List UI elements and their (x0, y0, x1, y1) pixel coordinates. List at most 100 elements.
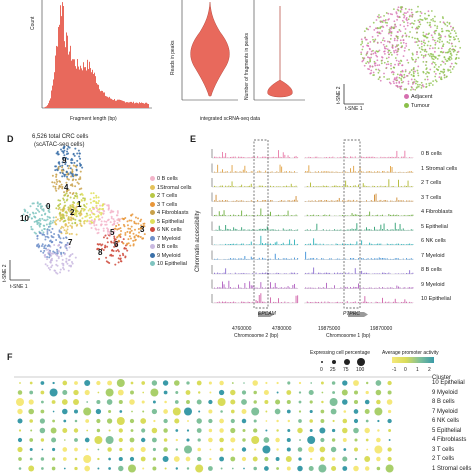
tsne-point (417, 74, 420, 77)
cluster-point (78, 152, 81, 155)
peak (273, 301, 275, 303)
tick-left-1: 4760000 (232, 326, 252, 332)
tsne-point (424, 64, 427, 66)
promoter-dot (163, 390, 168, 395)
peak (356, 200, 358, 202)
peak (214, 156, 215, 158)
peak (410, 186, 412, 187)
tsne-point (363, 64, 366, 67)
legend-item: 3 T cells (150, 202, 177, 208)
promoter-dot (116, 417, 125, 425)
peak (412, 200, 414, 202)
cluster-point (74, 173, 77, 176)
peak (359, 286, 361, 289)
tsne-point (396, 73, 399, 76)
adjacent-label: Adjacent (411, 94, 433, 100)
peak (346, 301, 348, 303)
peak (292, 285, 294, 289)
peak (226, 186, 228, 187)
histogram-bar (104, 92, 105, 108)
peak (346, 273, 348, 274)
peak (279, 258, 281, 260)
cluster-point (89, 213, 92, 216)
histogram-bar (133, 101, 134, 108)
cluster-point (62, 156, 65, 159)
tsne-point (412, 74, 415, 77)
cluster-point (59, 202, 62, 205)
cluster-point (35, 220, 38, 223)
peak (244, 301, 246, 303)
cluster-point (28, 215, 31, 218)
peak (362, 273, 364, 274)
promoter-dot (130, 381, 134, 385)
peak (234, 186, 236, 187)
peak (262, 243, 263, 245)
peak (406, 244, 407, 245)
promoter-dot (385, 464, 394, 473)
tsne-point (410, 8, 413, 11)
cluster-point (43, 228, 46, 231)
peak (222, 281, 223, 289)
peak (252, 215, 254, 216)
promoter-dot (208, 409, 213, 414)
cluster-point (130, 219, 133, 222)
peak (407, 273, 409, 274)
peak (407, 200, 409, 202)
promoter-dot (197, 391, 201, 394)
cluster-point (123, 225, 126, 228)
tsne-point (438, 41, 441, 44)
cluster-point (106, 241, 109, 244)
tsne-point (414, 37, 416, 40)
tsne-point (447, 50, 450, 53)
peak (290, 243, 292, 245)
peak (250, 200, 252, 202)
promoter-dot (186, 381, 190, 385)
peak (262, 272, 263, 274)
cluster-point (106, 204, 109, 207)
peak (386, 171, 388, 173)
peak (254, 186, 255, 187)
peak (366, 227, 367, 231)
peak (350, 200, 351, 202)
tsne-point (444, 23, 447, 26)
peak (268, 214, 270, 216)
peak (281, 302, 283, 303)
promoter-dot (297, 465, 303, 472)
cluster-point (38, 225, 41, 228)
peak (225, 287, 227, 289)
legend-label: 6 NK cells (157, 227, 182, 233)
tsne-point (383, 61, 386, 64)
tsne-point (392, 80, 395, 83)
peak (318, 301, 319, 303)
promoter-dot (298, 419, 302, 423)
legend-item: 2 T cells (150, 193, 177, 199)
cluster-point (67, 219, 70, 222)
tsne-point (400, 77, 403, 80)
tsne-point (421, 84, 424, 86)
peak (350, 168, 351, 173)
cluster-point (71, 211, 74, 214)
tsne-point (383, 52, 386, 55)
peak (359, 272, 361, 274)
peak (241, 287, 243, 289)
peak (281, 200, 283, 202)
tsne-point (383, 50, 386, 53)
promoter-dot (96, 380, 101, 386)
peak (241, 258, 243, 260)
track-label: 5 Epithelial (421, 223, 448, 230)
cluster-point (117, 223, 120, 226)
cluster-point (128, 232, 131, 235)
peak (318, 287, 319, 289)
peak (366, 215, 367, 216)
tsne-point (443, 73, 446, 76)
peak (218, 211, 220, 216)
tsne-point (386, 24, 388, 27)
color-tick-1: 1 (416, 367, 419, 373)
peak (377, 171, 379, 173)
peak (380, 199, 382, 202)
tsne-point (396, 39, 399, 42)
cluster-point (105, 220, 108, 223)
peak (362, 156, 364, 158)
peak (316, 156, 318, 158)
legend-swatch (150, 218, 155, 224)
